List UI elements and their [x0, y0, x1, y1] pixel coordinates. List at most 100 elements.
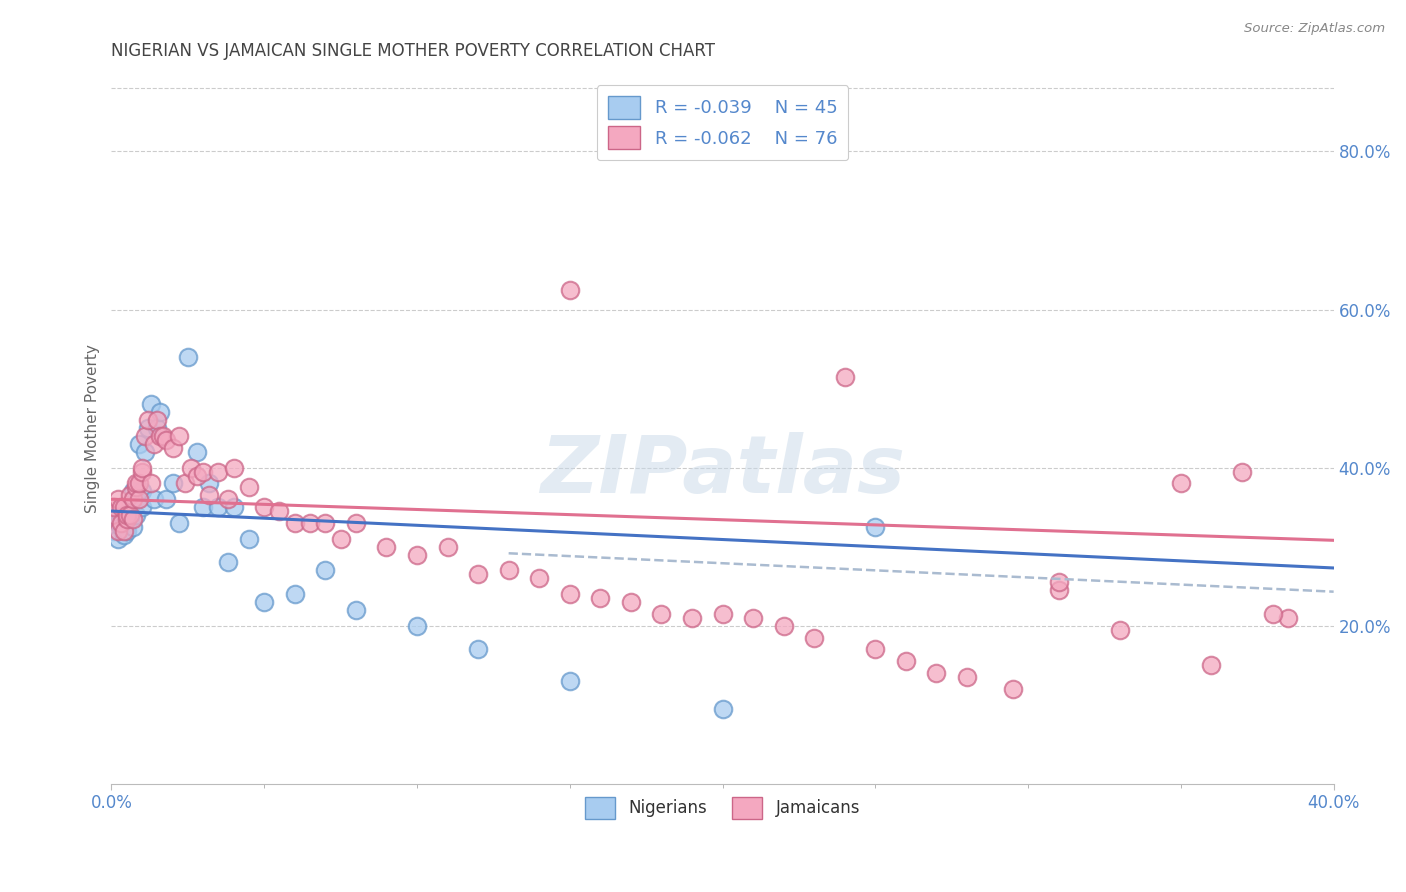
Point [558, 283, 581, 297]
Point [467, 567, 489, 582]
Point [128, 492, 150, 507]
Point [191, 500, 214, 515]
Point [134, 444, 156, 458]
Point [112, 528, 135, 542]
Point [406, 618, 429, 632]
Point [865, 520, 887, 534]
Point [112, 500, 135, 515]
Y-axis label: Single Mother Poverty: Single Mother Poverty [86, 343, 100, 513]
Point [198, 476, 221, 491]
Point [162, 476, 184, 491]
Point [742, 611, 765, 625]
Point [436, 540, 458, 554]
Point [103, 524, 125, 538]
Point [110, 520, 132, 534]
Point [344, 516, 367, 530]
Point [152, 429, 174, 443]
Point [1230, 465, 1253, 479]
Point [253, 595, 276, 609]
Point [155, 492, 177, 507]
Point [103, 500, 125, 515]
Point [112, 504, 135, 518]
Point [177, 350, 200, 364]
Point [146, 413, 169, 427]
Point [115, 516, 138, 530]
Point [121, 492, 143, 507]
Point [107, 524, 129, 538]
Point [118, 508, 141, 522]
Point [269, 504, 291, 518]
Point [253, 500, 276, 515]
Point [498, 563, 520, 577]
Point [1047, 583, 1070, 598]
Point [155, 433, 177, 447]
Point [803, 631, 825, 645]
Point [121, 512, 143, 526]
Point [110, 500, 132, 515]
Point [865, 642, 887, 657]
Point [467, 642, 489, 657]
Point [894, 654, 917, 668]
Point [375, 540, 398, 554]
Point [167, 429, 190, 443]
Point [284, 516, 307, 530]
Point [167, 516, 190, 530]
Point [103, 512, 125, 526]
Point [143, 492, 166, 507]
Point [344, 603, 367, 617]
Point [650, 607, 672, 621]
Point [406, 548, 429, 562]
Point [118, 512, 141, 526]
Point [121, 484, 143, 499]
Text: NIGERIAN VS JAMAICAN SINGLE MOTHER POVERTY CORRELATION CHART: NIGERIAN VS JAMAICAN SINGLE MOTHER POVER… [111, 42, 716, 60]
Point [180, 460, 202, 475]
Point [136, 421, 159, 435]
Point [314, 516, 336, 530]
Point [925, 666, 948, 681]
Point [1001, 681, 1024, 696]
Point [314, 563, 336, 577]
Point [329, 532, 352, 546]
Point [125, 492, 148, 507]
Point [149, 429, 172, 443]
Point [558, 673, 581, 688]
Point [107, 492, 129, 507]
Point [772, 618, 794, 632]
Point [146, 421, 169, 435]
Point [103, 508, 125, 522]
Point [118, 500, 141, 515]
Point [834, 369, 856, 384]
Point [191, 465, 214, 479]
Point [711, 607, 734, 621]
Point [238, 480, 260, 494]
Point [238, 532, 260, 546]
Point [131, 484, 153, 499]
Point [207, 465, 229, 479]
Point [131, 465, 153, 479]
Point [131, 500, 153, 515]
Point [125, 476, 148, 491]
Point [173, 476, 195, 491]
Point [125, 508, 148, 522]
Point [1170, 476, 1192, 491]
Point [527, 571, 550, 585]
Point [222, 500, 245, 515]
Point [1261, 607, 1284, 621]
Point [110, 516, 132, 530]
Point [110, 508, 132, 522]
Point [107, 516, 129, 530]
Point [139, 476, 162, 491]
Point [115, 508, 138, 522]
Point [558, 587, 581, 601]
Point [128, 476, 150, 491]
Point [107, 532, 129, 546]
Point [620, 595, 643, 609]
Legend: Nigerians, Jamaicans: Nigerians, Jamaicans [578, 790, 866, 825]
Point [284, 587, 307, 601]
Point [118, 488, 141, 502]
Point [143, 437, 166, 451]
Point [217, 556, 239, 570]
Point [121, 520, 143, 534]
Point [112, 524, 135, 538]
Point [681, 611, 703, 625]
